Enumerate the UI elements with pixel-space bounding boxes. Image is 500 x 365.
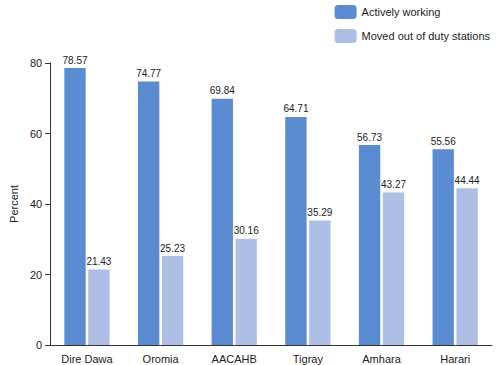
svg-text:Oromia: Oromia <box>143 353 180 365</box>
svg-text:Actively working: Actively working <box>362 6 441 18</box>
svg-text:Harari: Harari <box>440 353 470 365</box>
svg-text:80: 80 <box>30 57 42 69</box>
svg-text:25.23: 25.23 <box>160 243 185 254</box>
svg-text:0: 0 <box>36 339 42 351</box>
svg-text:74.77: 74.77 <box>136 68 161 79</box>
svg-text:20: 20 <box>30 269 42 281</box>
svg-text:35.29: 35.29 <box>307 207 332 218</box>
svg-text:30.16: 30.16 <box>234 225 259 236</box>
svg-text:60: 60 <box>30 128 42 140</box>
svg-text:40: 40 <box>30 198 42 210</box>
svg-text:Moved out of duty stations: Moved out of duty stations <box>362 30 491 42</box>
svg-text:43.27: 43.27 <box>381 179 406 190</box>
svg-text:56.73: 56.73 <box>357 132 382 143</box>
svg-text:44.44: 44.44 <box>455 175 480 186</box>
svg-text:78.57: 78.57 <box>62 55 87 66</box>
svg-text:21.43: 21.43 <box>86 256 111 267</box>
svg-text:AACAHB: AACAHB <box>212 353 257 365</box>
svg-text:69.84: 69.84 <box>210 85 235 96</box>
svg-text:Amhara: Amhara <box>362 353 401 365</box>
svg-text:Dire Dawa: Dire Dawa <box>61 353 113 365</box>
svg-text:64.71: 64.71 <box>283 103 308 114</box>
svg-text:Percent: Percent <box>8 185 20 223</box>
svg-text:55.56: 55.56 <box>431 136 456 147</box>
svg-text:Tigray: Tigray <box>293 353 324 365</box>
